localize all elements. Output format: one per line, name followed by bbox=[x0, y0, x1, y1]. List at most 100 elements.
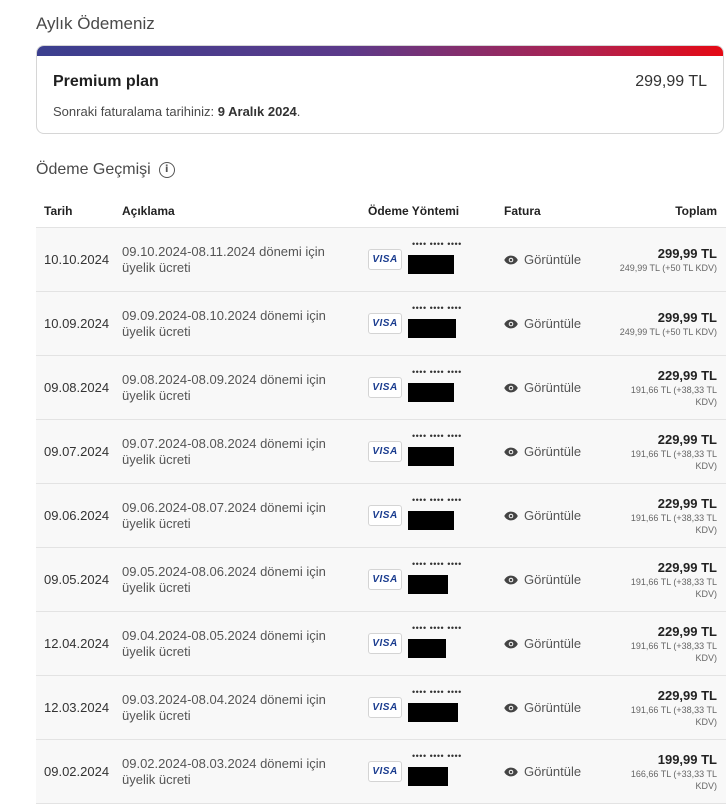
payment-history-table: Tarih Açıklama Ödeme Yöntemi Fatura Topl… bbox=[36, 194, 726, 804]
row-total-amount: 229,99 TL bbox=[657, 559, 717, 575]
view-invoice-link[interactable]: Görüntüle bbox=[504, 316, 608, 331]
masked-card-number: •••• •••• •••• bbox=[412, 366, 462, 377]
row-total-amount: 229,99 TL bbox=[657, 431, 717, 447]
row-total: 199,99 TL 166,66 TL (+33,33 TL KDV) bbox=[608, 752, 726, 792]
row-invoice: Görüntüle bbox=[504, 636, 608, 651]
row-date: 09.08.2024 bbox=[44, 380, 110, 395]
view-invoice-label: Görüntüle bbox=[524, 572, 582, 587]
row-invoice: Görüntüle bbox=[504, 380, 608, 395]
row-date: 10.10.2024 bbox=[44, 252, 110, 267]
visa-card-icon: VISA bbox=[368, 248, 402, 270]
view-invoice-label: Görüntüle bbox=[524, 508, 582, 523]
column-header-total: Toplam bbox=[675, 203, 717, 218]
eye-icon bbox=[504, 511, 518, 520]
row-invoice: Görüntüle bbox=[504, 700, 608, 715]
table-row: 09.05.2024 09.05.2024-08.06.2024 dönemi i… bbox=[36, 548, 726, 612]
row-total-breakdown: 191,66 TL (+38,33 TL KDV) bbox=[630, 384, 717, 407]
row-total-amount: 229,99 TL bbox=[657, 687, 717, 703]
visa-card-icon: VISA bbox=[368, 632, 402, 654]
view-invoice-label: Görüntüle bbox=[524, 764, 582, 779]
eye-icon bbox=[504, 639, 518, 648]
eye-icon bbox=[504, 383, 518, 392]
view-invoice-link[interactable]: Görüntüle bbox=[504, 636, 608, 651]
row-total: 299,99 TL 249,99 TL (+50 TL KDV) bbox=[608, 246, 726, 274]
redacted-block bbox=[408, 318, 456, 338]
plan-card: Premium plan 299,99 TL Sonraki faturalam… bbox=[36, 45, 724, 134]
row-total-breakdown: 191,66 TL (+38,33 TL KDV) bbox=[630, 448, 717, 471]
visa-card-icon: VISA bbox=[368, 504, 402, 526]
row-description: 09.09.2024-08.10.2024 dönemi için üyelik… bbox=[122, 307, 326, 339]
visa-card-icon: VISA bbox=[368, 376, 402, 398]
row-invoice: Görüntüle bbox=[504, 252, 608, 267]
view-invoice-link[interactable]: Görüntüle bbox=[504, 764, 608, 779]
visa-card-icon: VISA bbox=[368, 568, 402, 590]
row-total-breakdown: 249,99 TL (+50 TL KDV) bbox=[619, 326, 717, 337]
row-total: 229,99 TL 191,66 TL (+38,33 TL KDV) bbox=[608, 432, 726, 472]
row-total: 229,99 TL 191,66 TL (+38,33 TL KDV) bbox=[608, 624, 726, 664]
row-total: 299,99 TL 249,99 TL (+50 TL KDV) bbox=[608, 310, 726, 338]
view-invoice-link[interactable]: Görüntüle bbox=[504, 572, 608, 587]
visa-card-icon: VISA bbox=[368, 312, 402, 334]
payment-history-heading: Ödeme Geçmişi i bbox=[36, 161, 175, 179]
next-billing-suffix: . bbox=[296, 104, 301, 119]
table-row: 12.04.2024 09.04.2024-08.05.2024 dönemi i… bbox=[36, 612, 726, 676]
visa-card-icon: VISA bbox=[368, 440, 402, 462]
row-payment-method: VISA •••• •••• •••• bbox=[368, 427, 504, 477]
row-date: 12.04.2024 bbox=[44, 636, 110, 651]
view-invoice-label: Görüntüle bbox=[524, 700, 582, 715]
column-header-description: Açıklama bbox=[122, 203, 175, 218]
plan-price: 299,99 TL bbox=[635, 73, 707, 90]
row-date: 12.03.2024 bbox=[44, 700, 110, 715]
column-header-invoice: Fatura bbox=[504, 203, 541, 218]
row-payment-method: VISA •••• •••• •••• bbox=[368, 747, 504, 797]
table-body: 10.10.2024 09.10.2024-08.11.2024 dönemi i… bbox=[36, 228, 726, 804]
info-icon[interactable]: i bbox=[158, 162, 175, 178]
masked-card-number: •••• •••• •••• bbox=[412, 686, 462, 697]
table-row: 09.07.2024 09.07.2024-08.08.2024 dönemi i… bbox=[36, 420, 726, 484]
row-total-breakdown: 191,66 TL (+38,33 TL KDV) bbox=[630, 704, 717, 727]
row-total-breakdown: 249,99 TL (+50 TL KDV) bbox=[619, 262, 717, 273]
row-description: 09.02.2024-08.03.2024 dönemi için üyelik… bbox=[122, 755, 326, 787]
redacted-block bbox=[408, 254, 454, 274]
row-total-breakdown: 191,66 TL (+38,33 TL KDV) bbox=[630, 640, 717, 663]
row-payment-method: VISA •••• •••• •••• bbox=[368, 683, 504, 733]
next-billing-text: Sonraki faturalama tarihiniz: 9 Aralık 2… bbox=[53, 104, 300, 119]
view-invoice-link[interactable]: Görüntüle bbox=[504, 444, 608, 459]
payment-history-title: Ödeme Geçmişi bbox=[36, 161, 151, 178]
table-row: 09.02.2024 09.02.2024-08.03.2024 dönemi i… bbox=[36, 740, 726, 804]
view-invoice-link[interactable]: Görüntüle bbox=[504, 252, 608, 267]
row-description: 09.03.2024-08.04.2024 dönemi için üyelik… bbox=[122, 691, 326, 723]
masked-card-number: •••• •••• •••• bbox=[412, 558, 462, 569]
row-total-amount: 299,99 TL bbox=[657, 309, 717, 325]
view-invoice-label: Görüntüle bbox=[524, 380, 582, 395]
view-invoice-label: Görüntüle bbox=[524, 636, 582, 651]
view-invoice-link[interactable]: Görüntüle bbox=[504, 380, 608, 395]
row-total-breakdown: 191,66 TL (+38,33 TL KDV) bbox=[630, 512, 717, 535]
row-invoice: Görüntüle bbox=[504, 572, 608, 587]
row-total-amount: 229,99 TL bbox=[657, 495, 717, 511]
next-billing-prefix: Sonraki faturalama tarihiniz: bbox=[53, 104, 215, 119]
row-total: 229,99 TL 191,66 TL (+38,33 TL KDV) bbox=[608, 560, 726, 600]
page-title: Aylık Ödemeniz bbox=[36, 14, 155, 33]
masked-card-number: •••• •••• •••• bbox=[412, 750, 462, 761]
eye-icon bbox=[504, 255, 518, 264]
eye-icon bbox=[504, 767, 518, 776]
plan-accent-bar bbox=[37, 46, 723, 56]
view-invoice-link[interactable]: Görüntüle bbox=[504, 700, 608, 715]
row-payment-method: VISA •••• •••• •••• bbox=[368, 491, 504, 541]
row-date: 09.02.2024 bbox=[44, 764, 110, 779]
redacted-block bbox=[408, 574, 448, 594]
table-row: 09.06.2024 09.06.2024-08.07.2024 dönemi i… bbox=[36, 484, 726, 548]
row-payment-method: VISA •••• •••• •••• bbox=[368, 555, 504, 605]
masked-card-number: •••• •••• •••• bbox=[412, 430, 462, 441]
row-payment-method: VISA •••• •••• •••• bbox=[368, 299, 504, 349]
eye-icon bbox=[504, 447, 518, 456]
table-row: 10.09.2024 09.09.2024-08.10.2024 dönemi i… bbox=[36, 292, 726, 356]
row-total: 229,99 TL 191,66 TL (+38,33 TL KDV) bbox=[608, 688, 726, 728]
row-total-amount: 229,99 TL bbox=[657, 623, 717, 639]
view-invoice-link[interactable]: Görüntüle bbox=[504, 508, 608, 523]
eye-icon bbox=[504, 575, 518, 584]
eye-icon bbox=[504, 319, 518, 328]
next-billing-date: 9 Aralık 2024 bbox=[217, 104, 297, 119]
view-invoice-label: Görüntüle bbox=[524, 316, 582, 331]
